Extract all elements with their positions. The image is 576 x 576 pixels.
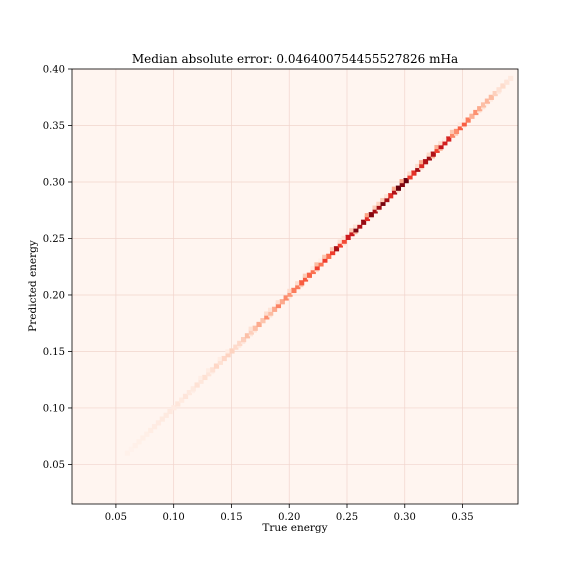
histogram-cell (318, 259, 322, 263)
x-tick-label: 0.05 (105, 512, 127, 523)
x-axis: 0.05 0.10 0.15 0.20 0.25 0.30 0.35 (105, 504, 474, 523)
histogram-cell (438, 141, 442, 145)
histogram-cell (450, 130, 454, 134)
y-axis: 0.05 0.10 0.15 0.20 0.25 0.30 0.35 0.40 (43, 65, 72, 471)
histogram-cell (400, 179, 404, 183)
histogram-cell (419, 160, 423, 164)
histogram-cell (357, 221, 361, 225)
histogram-cell (264, 312, 268, 316)
histogram-cell (415, 164, 419, 168)
y-tick-label: 0.30 (43, 177, 65, 188)
histogram-cell (380, 198, 384, 202)
x-tick-label: 0.30 (394, 512, 416, 523)
histogram-cell (384, 194, 388, 198)
y-tick-label: 0.35 (43, 121, 65, 132)
histogram-cell (249, 327, 253, 331)
histogram-cell (268, 308, 272, 312)
histogram-cell (276, 300, 280, 304)
y-tick-label: 0.05 (43, 460, 65, 471)
histogram-cell (376, 202, 380, 206)
y-tick-label: 0.20 (43, 290, 65, 301)
x-axis-label: True energy (262, 522, 327, 534)
histogram-cell (461, 118, 465, 122)
histogram-cell (287, 289, 291, 293)
histogram-cell (407, 171, 411, 175)
histogram-cell (303, 274, 307, 278)
histogram-cell (349, 228, 353, 232)
y-tick-label: 0.40 (43, 65, 65, 76)
histogram-cell (198, 376, 202, 380)
histogram-cell (508, 76, 513, 81)
histogram-cell (365, 213, 369, 217)
histogram-cell (311, 266, 315, 270)
x-tick-label: 0.15 (220, 512, 242, 523)
y-tick-label: 0.25 (43, 234, 65, 245)
chart-title: Median absolute error: 0.046400754455527… (132, 52, 458, 66)
histogram-cell (295, 281, 299, 285)
histogram-cell (442, 137, 446, 141)
x-tick-label: 0.35 (451, 512, 473, 523)
histogram-cell (341, 236, 345, 240)
histogram-cell (314, 262, 318, 266)
histogram-cell (353, 224, 357, 228)
histogram-cell (322, 255, 326, 259)
y-tick-label: 0.15 (43, 347, 65, 358)
y-tick-label: 0.10 (43, 403, 65, 414)
histogram-cell (458, 122, 462, 126)
histogram-cell (434, 145, 438, 149)
histogram-cell (206, 368, 210, 372)
histogram-cell (330, 247, 334, 251)
x-tick-label: 0.10 (163, 512, 185, 523)
x-tick-label: 0.25 (336, 512, 358, 523)
histogram-cell (218, 357, 222, 361)
y-axis-label: Predicted energy (27, 240, 39, 332)
histogram-cell (372, 206, 376, 210)
histogram-cell (225, 349, 229, 353)
histogram-cell (392, 187, 396, 191)
histogram-cell (338, 240, 342, 244)
histogram-cell (427, 153, 431, 157)
